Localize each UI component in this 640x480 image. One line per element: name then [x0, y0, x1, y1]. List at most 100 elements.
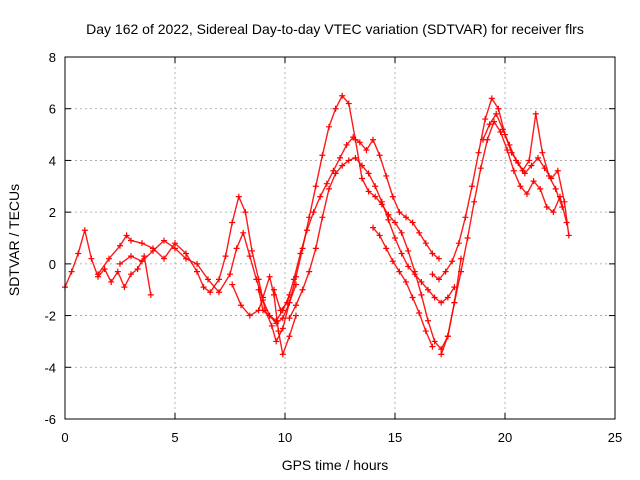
- data-point-marker: [499, 126, 506, 133]
- data-point-marker: [356, 139, 363, 146]
- data-point-marker: [275, 328, 282, 335]
- data-point-marker: [444, 294, 451, 301]
- data-point-marker: [378, 198, 385, 205]
- data-point-marker: [114, 268, 121, 275]
- data-point-marker: [147, 291, 154, 298]
- data-point-marker: [284, 299, 291, 306]
- satellite-track-4: [229, 273, 299, 358]
- series-trace: [288, 157, 456, 319]
- series-trace: [440, 120, 568, 356]
- data-point-marker: [528, 162, 535, 169]
- data-point-marker: [554, 167, 561, 174]
- data-point-marker: [194, 260, 200, 267]
- data-point-marker: [123, 232, 130, 239]
- data-point-marker: [383, 245, 390, 252]
- data-point-marker: [286, 315, 293, 322]
- data-point-marker: [436, 255, 442, 262]
- data-point-marker: [480, 136, 486, 143]
- data-point-marker: [139, 240, 145, 247]
- y-tick-label: 0: [49, 257, 56, 272]
- data-point-marker: [326, 185, 332, 192]
- data-point-marker: [561, 198, 568, 205]
- data-point-marker: [117, 260, 123, 267]
- data-point-marker: [429, 250, 436, 257]
- data-point-marker: [108, 278, 115, 285]
- data-point-marker: [550, 209, 557, 216]
- data-point-marker: [524, 191, 530, 198]
- data-point-marker: [310, 209, 317, 216]
- data-point-marker: [411, 271, 418, 278]
- data-point-marker: [409, 219, 416, 226]
- data-point-marker: [418, 291, 425, 298]
- data-point-marker: [233, 245, 240, 252]
- data-point-marker: [526, 157, 533, 164]
- data-point-marker: [306, 268, 313, 275]
- data-point-marker: [436, 276, 442, 283]
- data-point-marker: [396, 268, 403, 275]
- data-point-marker: [376, 232, 383, 239]
- data-point-marker: [216, 289, 222, 296]
- data-point-marker: [183, 255, 189, 262]
- satellite-track-8: [370, 224, 436, 350]
- data-point-marker: [438, 351, 445, 358]
- data-point-marker: [383, 172, 390, 179]
- data-point-marker: [339, 162, 346, 169]
- satellite-track-6: [271, 134, 442, 314]
- data-point-marker: [418, 278, 425, 285]
- data-point-marker: [389, 193, 396, 200]
- plot-frame: [64, 56, 616, 420]
- data-point-marker: [530, 178, 537, 185]
- data-point-marker: [462, 214, 469, 221]
- data-point-marker: [389, 258, 396, 265]
- data-point-marker: [260, 307, 266, 314]
- data-point-marker: [425, 286, 431, 293]
- data-point-marker: [504, 147, 511, 154]
- data-point-marker: [392, 235, 398, 241]
- y-axis-label: SDTVAR / TECUs: [6, 184, 22, 296]
- data-point-marker: [128, 253, 134, 260]
- data-point-marker: [128, 271, 134, 278]
- data-point-marker: [416, 229, 423, 236]
- data-point-marker: [429, 271, 436, 278]
- tick-layer: 0 5 10 15 20 25 -6 -4 -2 0 2 4 6 8: [44, 50, 622, 445]
- data-point-marker: [359, 175, 365, 182]
- data-point-marker: [477, 165, 484, 172]
- data-point-marker: [539, 149, 546, 156]
- data-point-marker: [537, 185, 544, 192]
- data-point-marker: [565, 232, 572, 239]
- data-point-marker: [227, 271, 233, 278]
- series-trace: [273, 136, 440, 312]
- data-point-marker: [271, 286, 277, 293]
- y-tick-label: 2: [49, 205, 56, 220]
- series-trace: [257, 95, 462, 350]
- data-point-marker: [493, 110, 500, 117]
- data-point-marker: [482, 116, 489, 123]
- data-point-marker: [552, 185, 559, 192]
- data-point-marker: [392, 219, 398, 226]
- data-point-marker: [161, 237, 167, 244]
- grid-layer: [65, 57, 615, 419]
- data-point-marker: [277, 307, 284, 314]
- satellite-track-1: [62, 227, 154, 298]
- data-point-marker: [279, 315, 286, 322]
- data-point-marker: [317, 193, 324, 200]
- x-tick-label: 5: [171, 430, 178, 445]
- data-point-marker: [229, 219, 236, 226]
- data-point-marker: [238, 302, 244, 309]
- data-point-marker: [266, 273, 273, 280]
- data-point-marker: [332, 170, 339, 177]
- data-point-marker: [242, 209, 249, 216]
- data-point-marker: [240, 229, 247, 236]
- data-point-marker: [372, 193, 379, 200]
- data-point-marker: [337, 154, 343, 161]
- data-point-marker: [425, 317, 431, 324]
- data-point-marker: [279, 325, 286, 332]
- data-point-marker: [235, 193, 242, 200]
- data-point-marker: [458, 268, 464, 275]
- data-point-marker: [546, 172, 552, 179]
- data-point-marker: [365, 188, 372, 195]
- data-point-marker: [68, 268, 75, 275]
- data-point-marker: [403, 278, 409, 285]
- data-point-marker: [304, 227, 310, 234]
